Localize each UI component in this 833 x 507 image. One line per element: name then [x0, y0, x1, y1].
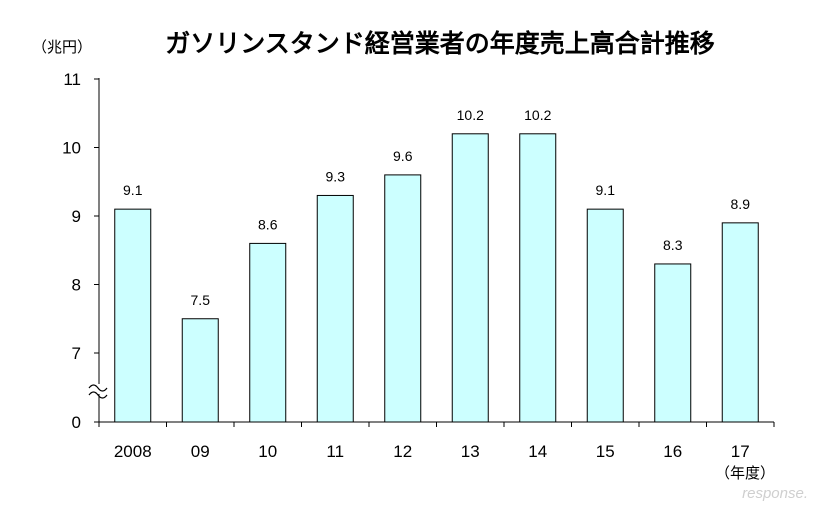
axis-break-stroke: [88, 391, 108, 399]
watermark-logo: response.: [742, 485, 808, 502]
x-tick-label: 10: [258, 442, 277, 461]
bar-value-label: 10.2: [457, 107, 484, 123]
chart-title: ガソリンスタンド経営業者の年度売上高合計推移: [165, 29, 715, 58]
bar-value-label: 8.9: [731, 196, 751, 212]
axis-break-gap: [89, 384, 107, 394]
bar: [519, 133, 557, 423]
bar: [451, 133, 489, 423]
y-unit-label: （兆円）: [32, 38, 92, 56]
x-tick-label: 16: [663, 442, 682, 461]
y-tick-label: 8: [72, 276, 81, 295]
x-axis: 2008 09 10 11 12 13 14 15 16 17: [98, 421, 775, 461]
bar-value-label: 7.5: [191, 292, 211, 308]
bars: 9.1 7.5 8.6 9.3 9.6 10.2 10.2 9.1 8.3 8.9: [114, 107, 759, 423]
bar-value-label: 8.3: [663, 237, 683, 253]
x-tick-label: 11: [326, 442, 344, 461]
bar: [249, 242, 287, 423]
axis-break-icon: [88, 384, 108, 399]
bar: [721, 222, 759, 423]
y-tick-label: 9: [72, 207, 81, 226]
y-tick-label: 11: [63, 70, 81, 89]
bar: [316, 194, 354, 423]
bar: [181, 318, 219, 423]
y-tick-label: 7: [72, 344, 81, 363]
x-tick-label: 17: [731, 442, 750, 461]
x-tick-label: 09: [191, 442, 210, 461]
bar-value-label: 9.1: [123, 182, 143, 198]
axis-break-stroke: [88, 384, 108, 392]
bar-value-label: 8.6: [258, 216, 278, 232]
bar: [384, 174, 422, 423]
x-tick-label: 14: [528, 442, 547, 461]
bar-value-label: 10.2: [524, 107, 551, 123]
bar: [114, 208, 152, 423]
y-tick-label: 10: [62, 139, 81, 158]
bar-value-label: 9.6: [393, 148, 413, 164]
bar-value-label: 9.1: [596, 182, 616, 198]
x-unit-label: （年度）: [715, 464, 775, 482]
x-tick-label: 2008: [114, 442, 152, 461]
x-tick-label: 13: [461, 442, 480, 461]
x-tick-label: 12: [393, 442, 412, 461]
x-tick-label: 15: [596, 442, 615, 461]
y-axis: 0 7 8 9 10 11: [62, 70, 108, 432]
bar: [654, 263, 692, 423]
bar: [586, 208, 624, 423]
y-tick-label: 0: [72, 413, 81, 432]
bar-value-label: 9.3: [326, 168, 346, 184]
